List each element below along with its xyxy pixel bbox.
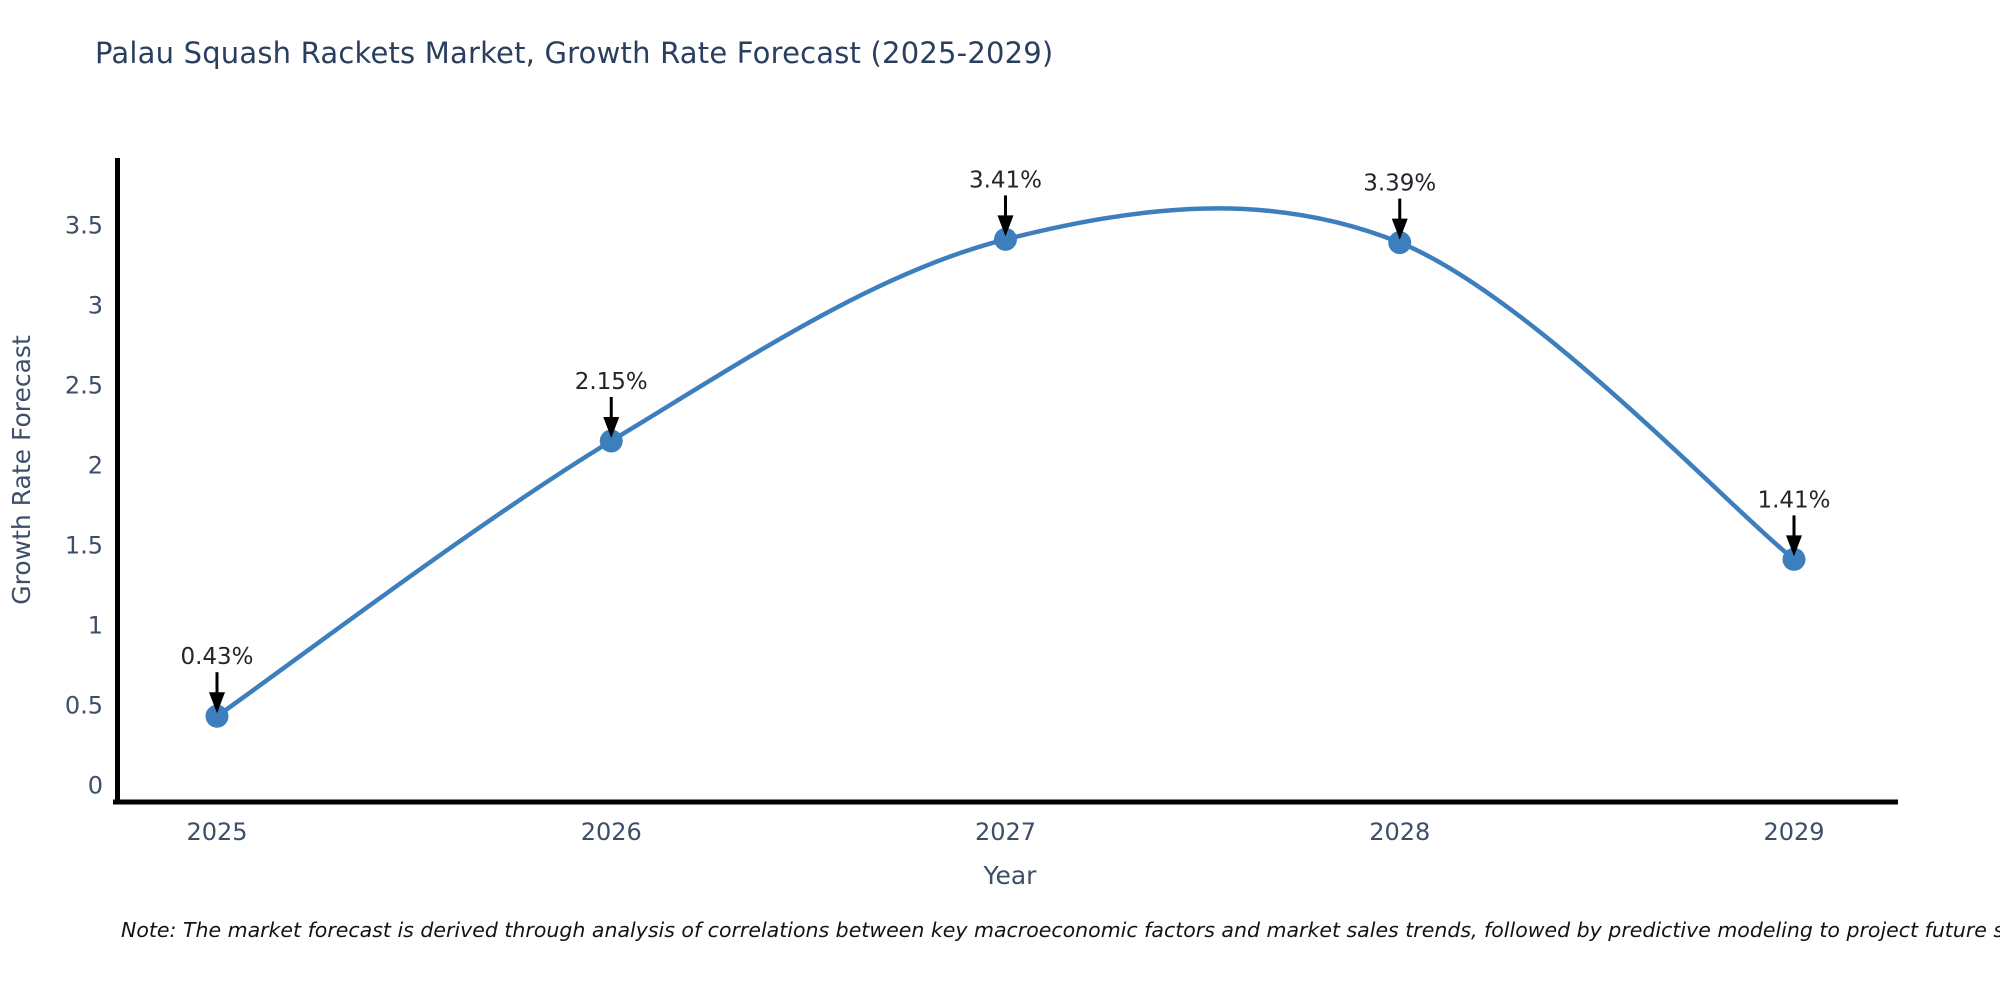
point-value-label: 0.43% — [180, 644, 253, 670]
x-tick-label: 2029 — [1763, 818, 1824, 846]
y-tick-label: 3.5 — [65, 211, 103, 239]
point-value-label: 2.15% — [575, 369, 648, 395]
x-axis-ticks: 2025 2026 2027 2028 2029 — [186, 818, 1824, 846]
annotation-arrowhead-icon — [1391, 218, 1408, 240]
y-axis-ticks: 0 0.5 1 1.5 2 2.5 3 3.5 — [65, 211, 103, 799]
data-point-marker — [994, 227, 1017, 251]
data-point-marker — [599, 429, 623, 453]
x-axis-title: Year — [983, 861, 1038, 890]
annotation-arrowhead-icon — [997, 215, 1014, 237]
point-value-label: 1.41% — [1757, 487, 1830, 513]
y-tick-label: 0.5 — [65, 691, 103, 719]
annotation-arrowhead-icon — [209, 692, 225, 714]
x-tick-label: 2028 — [1369, 818, 1430, 846]
x-tick-label: 2027 — [975, 818, 1036, 846]
y-tick-label: 2 — [88, 451, 103, 479]
point-value-label: 3.41% — [969, 167, 1042, 193]
forecast-line — [214, 206, 1797, 719]
data-point-marker — [1782, 547, 1806, 571]
data-point-marker — [205, 704, 229, 728]
point-annotations: 0.43% 2.15% 3.41% 3.39% 1.41% — [180, 167, 1831, 714]
footnote: Note: The market forecast is derived thr… — [121, 918, 2000, 942]
y-tick-label: 0 — [88, 771, 103, 799]
annotation-arrowhead-icon — [603, 417, 620, 438]
y-tick-label: 1 — [88, 611, 103, 639]
x-tick-label: 2026 — [581, 818, 642, 846]
chart-title: Palau Squash Rackets Market, Growth Rate… — [95, 36, 1054, 70]
y-tick-label: 1.5 — [65, 531, 103, 559]
point-value-label: 3.39% — [1363, 171, 1436, 197]
data-point-marker — [1388, 231, 1412, 255]
x-tick-label: 2025 — [186, 818, 247, 846]
data-series — [205, 206, 1806, 728]
annotation-arrowhead-icon — [1786, 535, 1802, 557]
y-tick-label: 2.5 — [65, 371, 103, 399]
y-axis-title: Growth Rate Forecast — [7, 335, 36, 605]
y-tick-label: 3 — [88, 291, 103, 319]
